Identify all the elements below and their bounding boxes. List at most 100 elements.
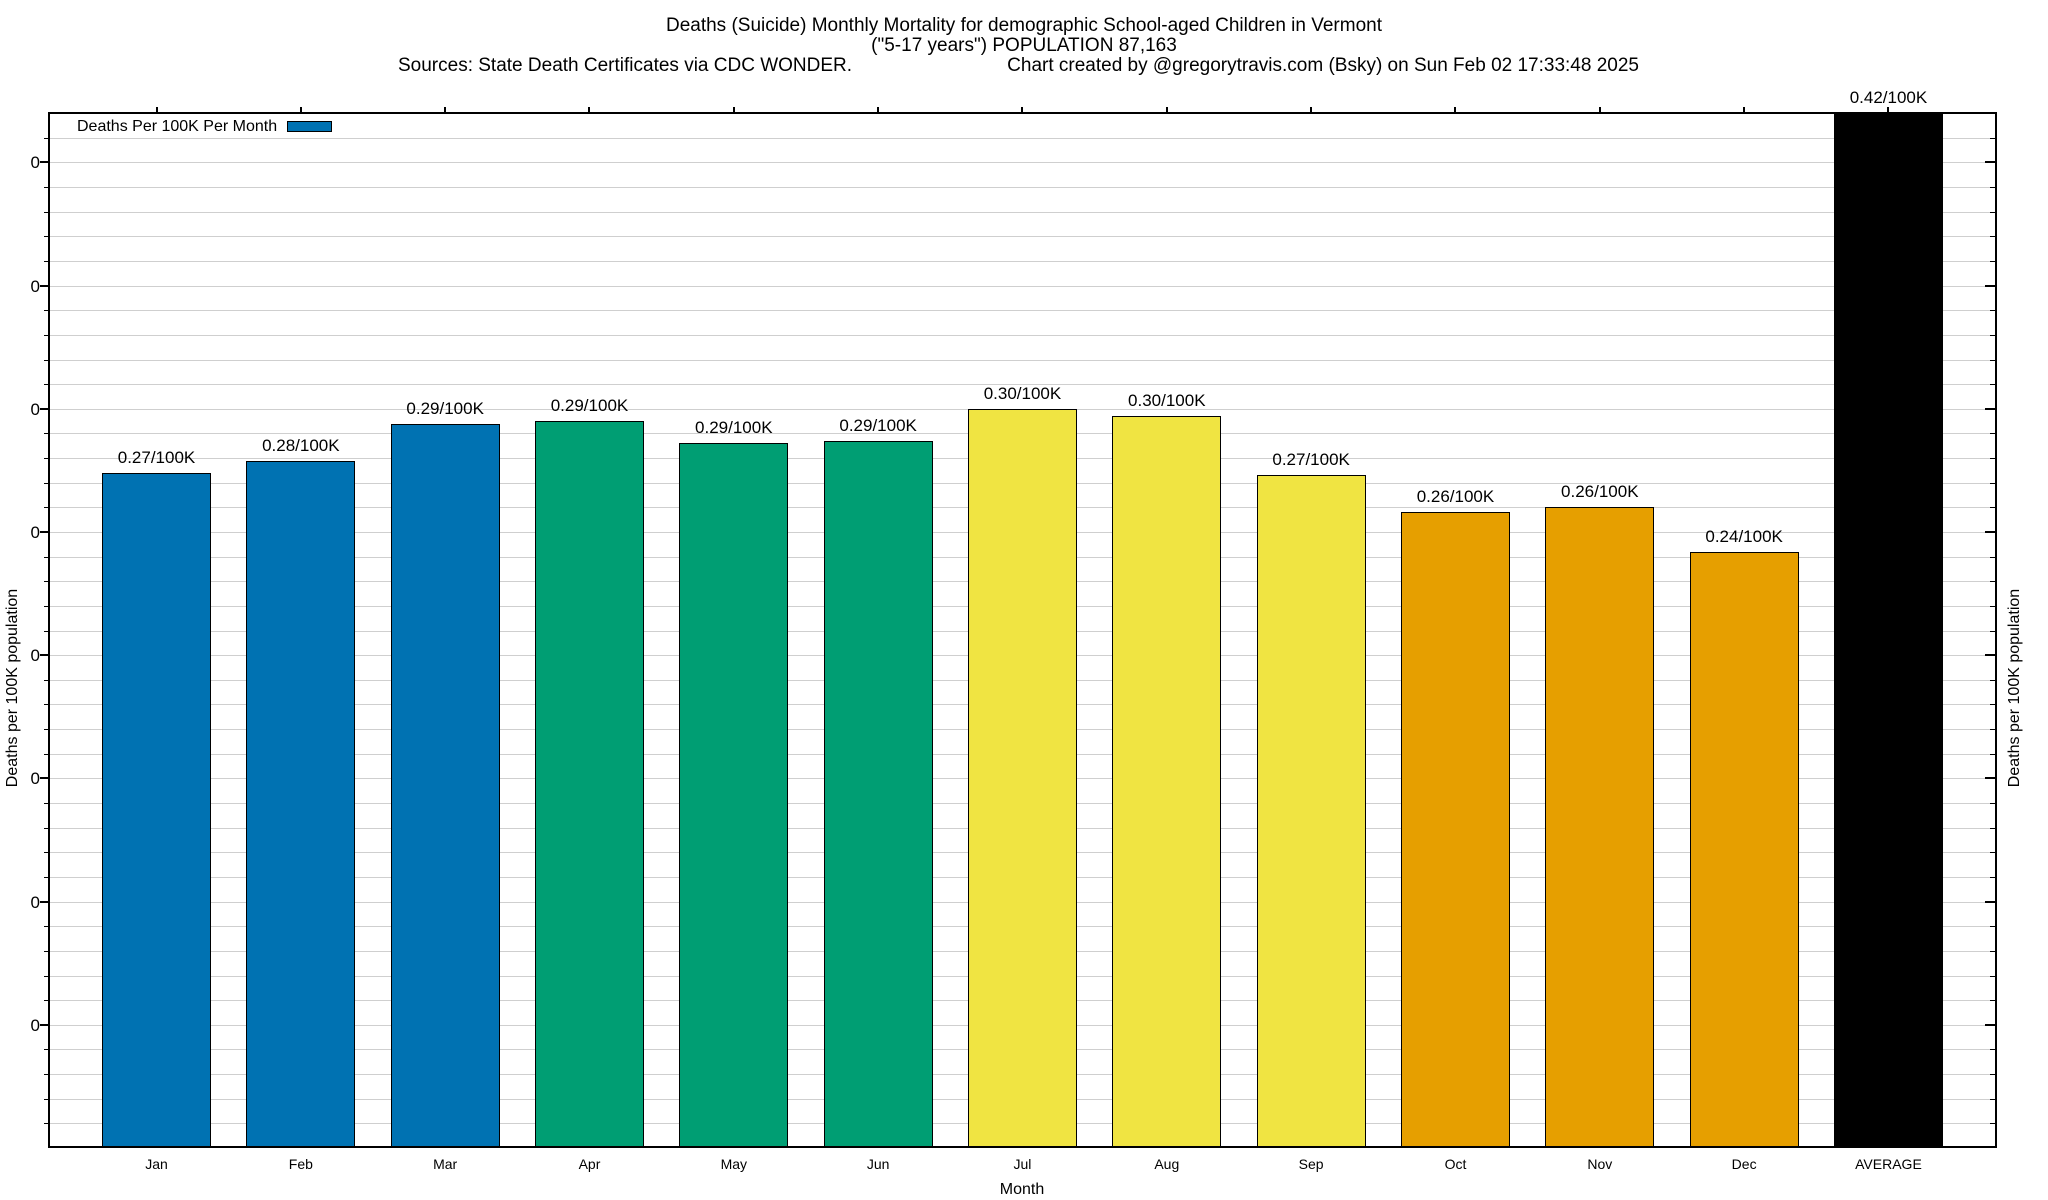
y-axis-minor-tick (1990, 384, 1995, 386)
y-axis-minor-tick (1990, 803, 1995, 805)
gridline (50, 187, 1995, 189)
bar-apr (534, 421, 644, 1147)
chart-title-line2: ("5-17 years") POPULATION 87,163 (871, 35, 1177, 56)
y-axis-tick-label: 0 (30, 646, 40, 666)
bar-may (679, 443, 789, 1147)
bar-mar (390, 423, 500, 1147)
y-axis-minor-tick (44, 852, 48, 854)
y-axis-minor-tick (44, 359, 48, 361)
legend-label: Deaths Per 100K Per Month (77, 118, 278, 135)
y-axis-minor-tick (44, 1123, 48, 1125)
bar-value-label: 0.29/100K (550, 396, 629, 416)
y-axis-major-tick (40, 407, 48, 410)
x-axis-top-tick (299, 107, 302, 112)
x-axis-tick-label: Feb (288, 1156, 313, 1172)
x-axis-tick-label: Jun (866, 1156, 890, 1172)
bar-nov (1545, 507, 1655, 1147)
y-axis-minor-tick (44, 605, 48, 607)
y-axis-minor-tick (44, 581, 48, 583)
y-axis-tick-label: 0 (30, 769, 40, 789)
y-axis-tick-label: 0 (30, 153, 40, 173)
y-axis-tick-label: 0 (30, 276, 40, 296)
y-axis-major-tick (1985, 654, 1995, 657)
bar-sep (1256, 475, 1366, 1147)
y-axis-minor-tick (1990, 1074, 1995, 1076)
x-axis-top-tick (1021, 107, 1024, 112)
y-axis-tick-label: 0 (30, 892, 40, 912)
bar-value-label: 0.30/100K (1128, 391, 1206, 411)
bar-value-label: 0.29/100K (695, 418, 773, 438)
y-axis-minor-tick (44, 384, 48, 386)
sources-text: Sources: State Death Certificates via CD… (398, 55, 853, 76)
y-axis-minor-tick (1990, 581, 1995, 583)
y-axis-minor-tick (1990, 975, 1995, 977)
y-axis-minor-tick (1990, 260, 1995, 262)
y-axis-tick-label: 0 (30, 523, 40, 542)
y-axis-major-tick (40, 1023, 48, 1026)
y-axis-minor-tick (44, 679, 48, 681)
x-axis-tick-label: Sep (1298, 1156, 1324, 1172)
x-axis-tick-label: Aug (1154, 1156, 1180, 1172)
gridline (50, 310, 1995, 312)
bar-aug (1112, 416, 1222, 1147)
x-axis-top-tick (877, 107, 880, 112)
y-axis-major-tick (1985, 407, 1995, 410)
x-axis-top-tick (1887, 107, 1890, 112)
y-axis-minor-tick (1990, 334, 1995, 336)
y-axis-minor-tick (1990, 1098, 1995, 1100)
y-axis-minor-tick (1990, 926, 1995, 928)
y-axis-minor-tick (44, 729, 48, 731)
y-axis-major-tick (1985, 531, 1995, 533)
y-axis-minor-tick (44, 975, 48, 977)
y-axis-minor-tick (44, 753, 48, 755)
bar-value-label: 0.26/100K (1561, 482, 1639, 502)
credit-text: Chart created by @gregorytravis.com (Bsk… (1007, 55, 1639, 76)
bar-value-label: 0.28/100K (262, 435, 340, 455)
bar-value-label: 0.26/100K (1416, 487, 1495, 507)
y-axis-major-tick (40, 900, 48, 903)
y-axis-minor-tick (1990, 852, 1995, 854)
x-axis-tick-label: Dec (1731, 1156, 1757, 1172)
y-axis-minor-tick (1990, 458, 1995, 460)
x-axis-top-tick (588, 107, 591, 112)
y-axis-minor-tick (44, 433, 48, 435)
x-axis-tick-label: Apr (578, 1156, 601, 1172)
y-axis-minor-tick (44, 187, 48, 189)
y-axis-minor-tick (44, 482, 48, 484)
y-axis-minor-tick (44, 630, 48, 632)
y-axis-minor-tick (1990, 827, 1995, 829)
legend-swatch (287, 121, 333, 132)
y-axis-minor-tick (1990, 187, 1995, 189)
x-axis-top-tick (444, 107, 447, 112)
y-axis-minor-tick (44, 236, 48, 238)
gridline (50, 162, 1995, 164)
y-axis-minor-tick (44, 507, 48, 509)
gridline (50, 384, 1995, 386)
y-axis-major-tick (1985, 777, 1995, 780)
gridline (50, 260, 1995, 262)
y-axis-minor-tick (44, 310, 48, 312)
y-axis-tick-label: 0 (30, 1015, 40, 1035)
y-axis-major-tick (40, 531, 48, 533)
y-axis-minor-tick (44, 876, 48, 878)
bar-value-label: 0.42/100K (1849, 88, 1928, 108)
x-axis-label: Month (999, 1181, 1045, 1198)
y-axis-minor-tick (44, 1074, 48, 1076)
y-axis-major-tick (1985, 284, 1995, 287)
gridline (50, 285, 1995, 287)
bar-jun (823, 440, 933, 1147)
x-axis-tick-label: Mar (433, 1156, 458, 1172)
x-axis-top-tick (1454, 107, 1457, 112)
x-axis-top-tick (1310, 107, 1313, 112)
y-axis-minor-tick (1990, 753, 1995, 755)
y-axis-minor-tick (44, 137, 48, 139)
gridline (50, 211, 1995, 213)
y-axis-minor-tick (44, 556, 48, 558)
bar-average (1833, 113, 1943, 1147)
y-axis-minor-tick (1990, 1123, 1995, 1125)
y-axis-minor-tick (44, 926, 48, 928)
bar-feb (246, 460, 356, 1147)
y-axis-minor-tick (1990, 211, 1995, 213)
x-axis-top-tick (1743, 107, 1746, 112)
